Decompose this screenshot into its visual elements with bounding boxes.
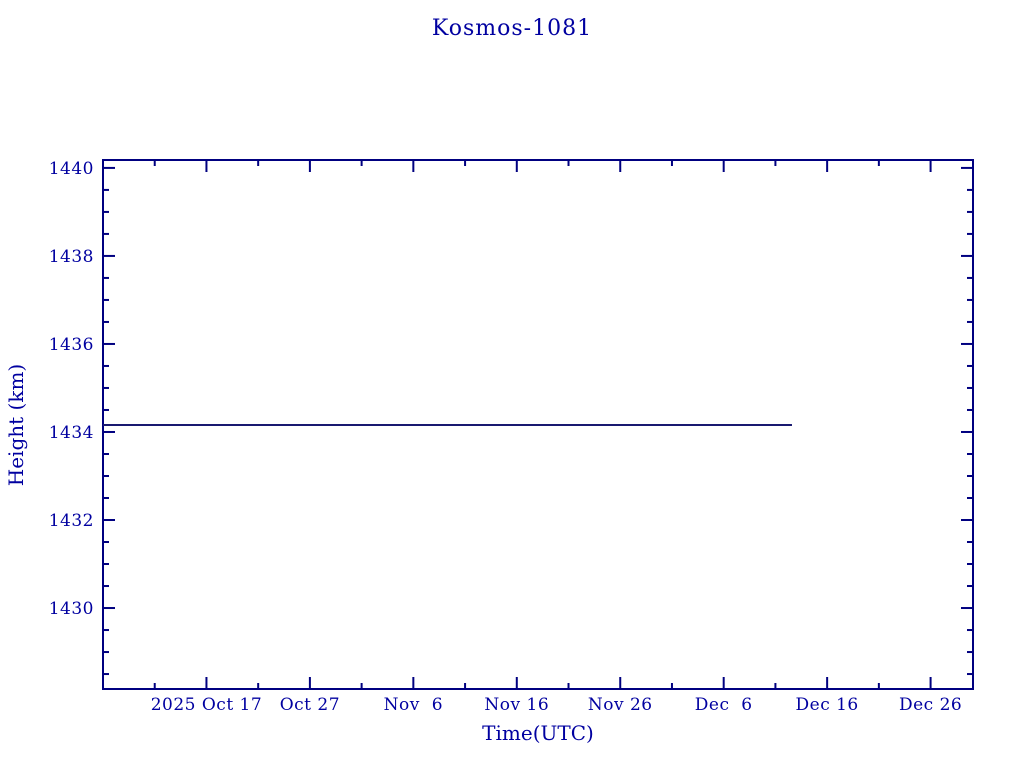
x-tick-label: Oct 27 xyxy=(280,695,340,715)
x-tick-label: Nov 26 xyxy=(588,695,653,715)
x-tick-label: Nov 16 xyxy=(484,695,549,715)
y-tick-label: 1430 xyxy=(49,599,94,619)
y-tick-label: 1440 xyxy=(49,159,94,179)
y-tick-label: 1432 xyxy=(49,511,94,531)
x-tick-label: Dec 16 xyxy=(796,695,859,715)
x-tick-label: 2025 Oct 17 xyxy=(151,695,263,715)
x-tick-label: Dec 6 xyxy=(695,695,753,715)
x-axis-label: Time(UTC) xyxy=(482,721,594,745)
x-tick-label: Dec 26 xyxy=(899,695,962,715)
x-tick-label: Nov 6 xyxy=(384,695,443,715)
y-tick-label: 1438 xyxy=(49,247,94,267)
y-tick-label: 1434 xyxy=(49,423,94,443)
chart-title: Kosmos-1081 xyxy=(431,16,593,41)
y-tick-label: 1436 xyxy=(49,335,94,355)
